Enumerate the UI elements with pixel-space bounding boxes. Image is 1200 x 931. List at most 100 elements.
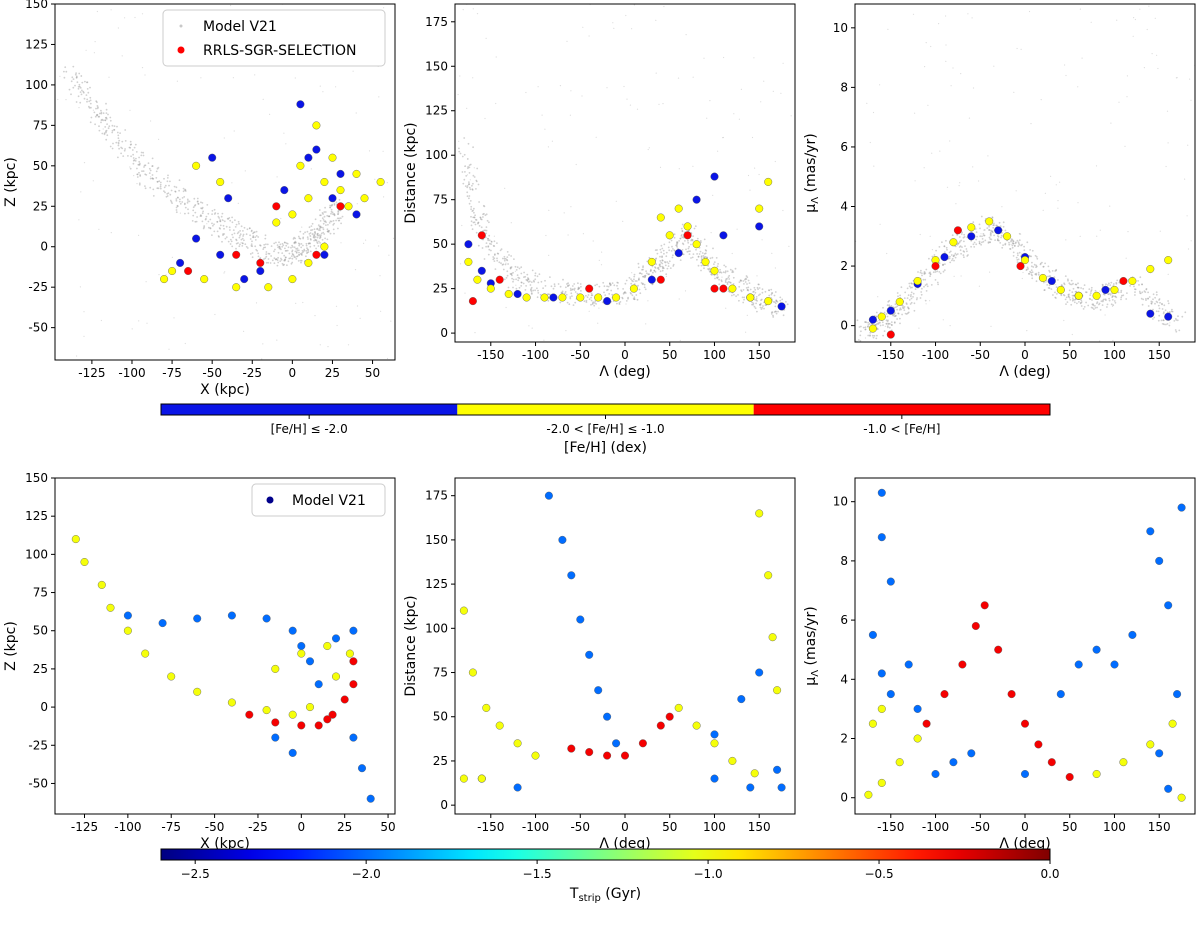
model-point: [720, 271, 723, 274]
model-point: [1106, 303, 1109, 306]
model-point: [603, 285, 606, 288]
model-point: [1096, 301, 1099, 304]
model-point: [468, 164, 471, 167]
model-point: [997, 235, 1000, 238]
model-point: [237, 220, 240, 223]
model-point: [996, 239, 999, 242]
model-point: [322, 231, 325, 234]
model-point: [755, 297, 758, 300]
model-point: [1170, 310, 1173, 313]
model-point: [1126, 292, 1128, 294]
model-point: [228, 226, 231, 229]
model-point: [138, 182, 141, 185]
model-point: [631, 279, 633, 282]
data-point: [940, 253, 949, 262]
data-point: [692, 195, 701, 204]
model-point: [464, 292, 466, 294]
model-point: [325, 221, 327, 224]
model-point: [949, 140, 951, 142]
model-point: [472, 174, 475, 177]
model-point: [518, 286, 521, 289]
model-point: [943, 251, 946, 254]
model-point: [691, 238, 694, 241]
model-point: [869, 335, 871, 337]
model-point: [330, 220, 333, 223]
series-2: [868, 217, 1173, 333]
model-point: [661, 256, 663, 259]
model-point: [89, 102, 92, 105]
model-point: [561, 291, 564, 294]
model-point: [983, 234, 985, 237]
model-point: [691, 239, 694, 242]
model-point: [75, 75, 78, 78]
model-point: [573, 289, 576, 291]
model-point: [745, 287, 748, 289]
model-point: [504, 263, 507, 266]
model-point: [1083, 306, 1086, 308]
model-point: [895, 306, 897, 309]
model-point: [910, 291, 913, 294]
model-point: [108, 125, 111, 128]
model-point: [1137, 280, 1139, 282]
model-point: [696, 237, 699, 240]
model-point: [238, 245, 241, 248]
model-point: [771, 292, 773, 295]
data-point: [262, 706, 271, 715]
data-point: [953, 226, 962, 235]
y-axis-label-rest: (mas/yr): [803, 133, 819, 197]
model-point: [911, 286, 913, 289]
model-point: [1066, 301, 1069, 303]
model-point: [299, 230, 302, 233]
model-point: [604, 294, 607, 296]
model-point: [359, 317, 361, 319]
model-point: [327, 215, 330, 218]
model-point: [1085, 291, 1088, 294]
data-point: [877, 704, 886, 713]
model-point: [1162, 312, 1165, 315]
model-point: [681, 230, 684, 233]
model-point: [926, 283, 928, 286]
model-point: [950, 254, 953, 256]
model-point: [942, 270, 945, 273]
model-point: [1111, 305, 1114, 307]
model-point: [302, 251, 305, 253]
model-point: [1017, 245, 1020, 248]
colorbar-segment: [753, 404, 1050, 415]
data-point: [288, 748, 297, 757]
model-point: [697, 256, 700, 258]
data-point: [1146, 265, 1155, 274]
series-2: [160, 121, 385, 292]
model-point: [332, 228, 335, 231]
model-point: [465, 175, 468, 177]
model-point: [251, 240, 253, 243]
x-tick-label: 50: [380, 820, 395, 834]
data-point: [513, 783, 522, 792]
model-point: [284, 247, 286, 250]
model-point: [129, 166, 131, 168]
model-point: [724, 281, 727, 283]
model-point: [681, 242, 684, 245]
data-point: [176, 258, 185, 267]
model-point: [524, 289, 527, 291]
legend-marker: [179, 24, 183, 28]
data-point: [647, 257, 656, 266]
model-point: [490, 240, 493, 243]
model-point: [468, 166, 471, 169]
model-point: [316, 234, 319, 236]
model-point: [295, 255, 298, 258]
data-point: [719, 284, 728, 293]
model-point: [973, 246, 976, 248]
model-point: [671, 245, 673, 248]
model-point: [1090, 306, 1093, 309]
model-point: [356, 203, 358, 205]
model-point: [252, 235, 255, 237]
model-point: [327, 231, 330, 233]
model-point: [117, 144, 120, 147]
model-point: [231, 182, 233, 184]
model-point: [665, 255, 668, 258]
y-tick-label: 125: [25, 509, 48, 523]
model-point: [630, 292, 632, 295]
model-point: [459, 263, 462, 265]
model-point: [527, 278, 530, 280]
model-point: [573, 287, 576, 290]
